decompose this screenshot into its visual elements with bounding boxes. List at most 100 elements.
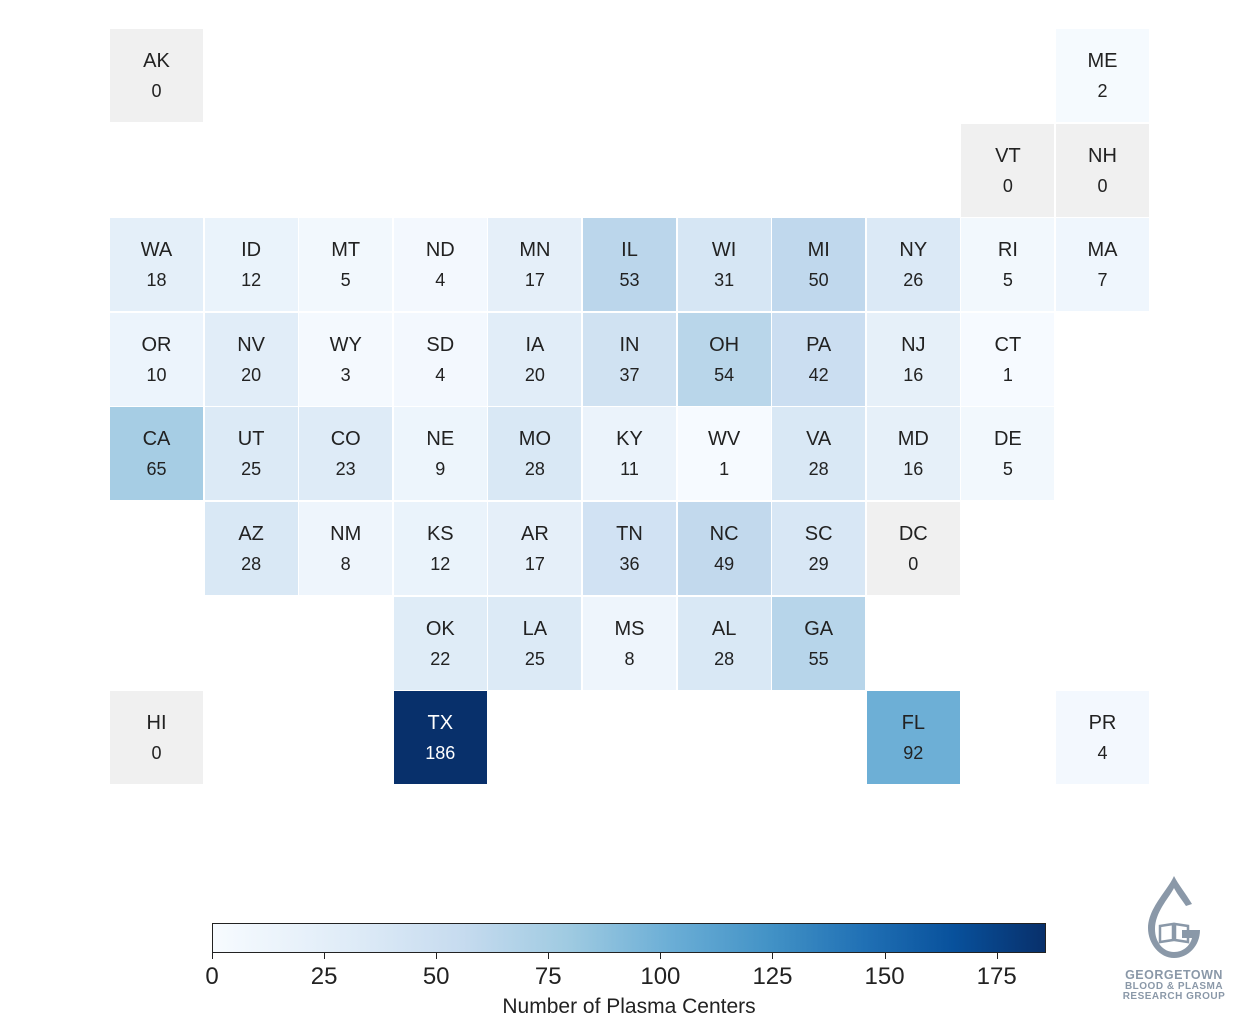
- colorbar-tick: [884, 953, 886, 959]
- state-abbr: SD: [426, 333, 455, 356]
- state-tile-wy: WY 3: [299, 312, 393, 406]
- state-value: 23: [335, 459, 356, 480]
- state-tile-ri: RI 5: [961, 218, 1055, 312]
- state-value: 17: [524, 554, 545, 574]
- state-abbr: FL: [901, 712, 925, 735]
- state-tile-nm: NM 8: [299, 502, 393, 595]
- state-tile-pr: PR 4: [1056, 691, 1149, 785]
- state-tile-tn: TN 36: [583, 502, 676, 595]
- state-value: 92: [903, 743, 924, 764]
- state-value: 50: [808, 270, 829, 291]
- state-value: 5: [1002, 459, 1013, 480]
- drop-book-logo-icon: [1148, 876, 1200, 958]
- state-tile-va: VA 28: [772, 407, 866, 501]
- state-value: 7: [1097, 270, 1108, 291]
- state-abbr: MD: [897, 428, 929, 451]
- state-abbr: TX: [427, 712, 454, 735]
- state-abbr: IN: [619, 333, 640, 356]
- state-value: 1: [1002, 364, 1013, 385]
- state-tile-ks: KS 12: [393, 502, 487, 595]
- state-tile-ny: NY 26: [866, 218, 960, 312]
- state-value: 36: [619, 554, 640, 574]
- colorbar-tick-label: 50: [422, 963, 450, 990]
- state-tile-mt: MT 5: [299, 218, 393, 312]
- state-value: 42: [808, 364, 829, 385]
- state-abbr: RI: [997, 239, 1018, 262]
- state-value: 0: [151, 81, 162, 101]
- state-abbr: WA: [140, 239, 173, 262]
- state-tile-in: IN 37: [583, 312, 676, 406]
- colorbar-tick-label: 150: [864, 963, 905, 990]
- state-abbr: NY: [899, 239, 928, 262]
- state-value: 4: [435, 270, 446, 291]
- state-abbr: VT: [995, 144, 1021, 167]
- colorbar-tick-label: 25: [310, 963, 338, 990]
- state-tile-az: AZ 28: [204, 502, 298, 595]
- state-abbr: OH: [709, 333, 740, 356]
- state-value: 25: [241, 459, 262, 480]
- state-abbr: HI: [146, 712, 167, 735]
- state-abbr: SC: [804, 523, 833, 545]
- state-abbr: KY: [616, 428, 643, 451]
- state-abbr: DC: [898, 523, 928, 545]
- state-tile-me: ME 2: [1056, 29, 1149, 122]
- state-abbr: MN: [519, 239, 551, 262]
- state-tile-ia: IA 20: [488, 312, 582, 406]
- state-value: 28: [714, 648, 735, 669]
- state-value: 0: [908, 554, 919, 574]
- state-value: 49: [714, 554, 735, 574]
- state-value: 20: [241, 364, 262, 385]
- colorbar-tick: [324, 953, 326, 959]
- state-abbr: AZ: [238, 523, 264, 545]
- state-tile-nd: ND 4: [393, 218, 487, 312]
- state-abbr: NM: [330, 523, 362, 545]
- state-tile-ar: AR 17: [488, 502, 582, 595]
- state-value: 28: [808, 459, 829, 480]
- colorbar-tick-label: 100: [640, 963, 681, 990]
- colorbar-tick: [436, 953, 438, 959]
- state-value: 26: [903, 270, 924, 291]
- state-value: 25: [524, 648, 545, 669]
- state-value: 65: [146, 459, 167, 480]
- state-abbr: OR: [141, 333, 172, 356]
- state-value: 55: [808, 648, 829, 669]
- state-tile-ms: MS 8: [583, 596, 676, 690]
- state-value: 28: [241, 554, 262, 574]
- state-abbr: IL: [621, 239, 638, 262]
- state-tile-pa: PA 42: [772, 312, 866, 406]
- state-tile-ut: UT 25: [204, 407, 298, 501]
- state-abbr: MI: [807, 239, 830, 262]
- colorbar-legend: 0 25 50 75 100 125 150 175 Number of Plasma Cen…: [205, 923, 1046, 1018]
- state-value: 1: [719, 459, 730, 480]
- state-value: 16: [903, 364, 924, 385]
- state-value: 31: [714, 270, 735, 291]
- state-value: 11: [620, 459, 639, 480]
- colorbar-tick-label: 0: [205, 963, 219, 990]
- state-abbr: CA: [142, 428, 171, 451]
- state-abbr: MA: [1087, 239, 1118, 262]
- logo-line-1: GEORGETOWN: [1125, 968, 1223, 982]
- state-abbr: MS: [614, 617, 645, 640]
- georgetown-logo: GEORGETOWN BLOOD & PLASMA RESEARCH GROUP: [1112, 872, 1236, 1002]
- state-value: 54: [714, 364, 735, 385]
- state-tile-ak: AK 0: [110, 29, 203, 122]
- state-abbr: NC: [709, 523, 739, 545]
- state-tile-nv: NV 20: [204, 312, 298, 406]
- colorbar-tick-label: 125: [752, 963, 793, 990]
- state-value: 16: [903, 459, 924, 480]
- state-tile-de: DE 5: [961, 407, 1055, 501]
- state-value: 8: [340, 554, 351, 574]
- state-value: 8: [624, 648, 635, 669]
- state-value: 5: [340, 270, 351, 291]
- state-value: 28: [524, 459, 545, 480]
- state-value: 0: [1097, 175, 1108, 196]
- state-abbr: NH: [1088, 144, 1117, 167]
- state-value: 12: [430, 554, 451, 574]
- colorbar-tick-label: 75: [534, 963, 562, 990]
- state-tile-hi: HI 0: [110, 691, 203, 785]
- state-value: 9: [435, 459, 446, 480]
- state-abbr: NE: [426, 428, 455, 451]
- colorbar-tick: [772, 953, 774, 959]
- state-value: 0: [151, 743, 162, 764]
- state-value: 29: [808, 554, 829, 574]
